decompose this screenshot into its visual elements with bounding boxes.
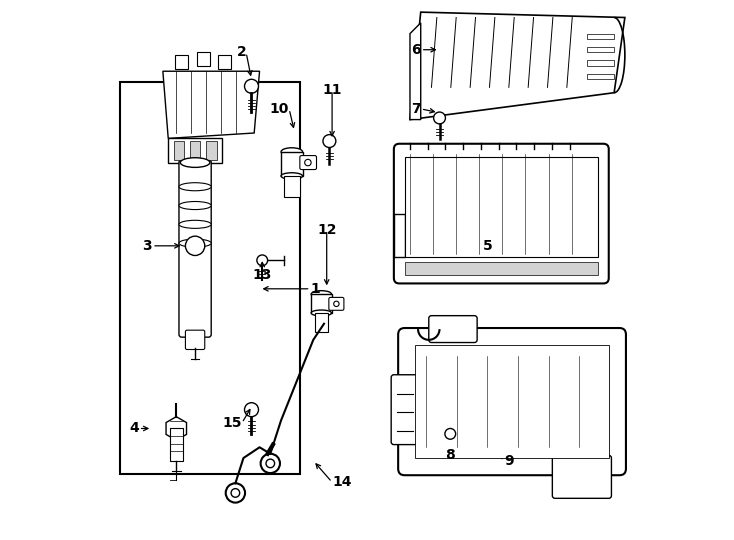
- Bar: [315, 313, 328, 332]
- Bar: [218, 55, 231, 69]
- FancyBboxPatch shape: [429, 316, 477, 342]
- Text: 2: 2: [236, 45, 246, 59]
- Circle shape: [305, 159, 311, 166]
- Ellipse shape: [179, 220, 211, 228]
- FancyBboxPatch shape: [398, 328, 626, 475]
- Ellipse shape: [281, 173, 302, 179]
- Circle shape: [323, 134, 336, 147]
- Bar: [175, 55, 188, 69]
- Bar: [206, 141, 217, 160]
- Bar: [197, 52, 210, 66]
- Polygon shape: [410, 23, 421, 119]
- Circle shape: [266, 459, 275, 468]
- FancyBboxPatch shape: [391, 375, 418, 444]
- Bar: [281, 152, 302, 176]
- Circle shape: [257, 255, 268, 266]
- Bar: [404, 262, 598, 275]
- Bar: [404, 157, 598, 256]
- Bar: [120, 82, 300, 474]
- Bar: [174, 141, 184, 160]
- Bar: [170, 428, 183, 461]
- Polygon shape: [163, 71, 260, 138]
- Ellipse shape: [311, 291, 332, 298]
- Text: 12: 12: [317, 222, 336, 237]
- Bar: [311, 294, 332, 313]
- FancyBboxPatch shape: [394, 144, 608, 284]
- Circle shape: [186, 236, 205, 255]
- Text: 15: 15: [222, 416, 241, 430]
- Bar: [189, 141, 200, 160]
- Text: 6: 6: [411, 43, 421, 57]
- Circle shape: [334, 301, 339, 307]
- Text: 9: 9: [504, 454, 514, 468]
- Text: 10: 10: [269, 102, 289, 116]
- Text: 13: 13: [252, 268, 272, 282]
- Text: 3: 3: [142, 239, 152, 253]
- Polygon shape: [410, 12, 625, 119]
- Text: 7: 7: [411, 102, 421, 116]
- Text: 8: 8: [446, 448, 455, 462]
- FancyBboxPatch shape: [329, 298, 344, 310]
- FancyBboxPatch shape: [179, 160, 211, 337]
- Bar: [394, 214, 404, 256]
- Circle shape: [244, 79, 258, 93]
- Text: 14: 14: [332, 475, 352, 489]
- Bar: [415, 345, 608, 458]
- Circle shape: [445, 428, 456, 439]
- Ellipse shape: [181, 158, 210, 167]
- Text: 1: 1: [310, 282, 320, 296]
- Ellipse shape: [179, 239, 211, 247]
- Bar: [587, 47, 614, 52]
- Bar: [284, 176, 300, 198]
- Text: 5: 5: [482, 239, 493, 253]
- Bar: [168, 138, 222, 163]
- Bar: [587, 60, 614, 66]
- Circle shape: [231, 489, 240, 497]
- Ellipse shape: [311, 310, 332, 316]
- Circle shape: [261, 454, 280, 473]
- Bar: [587, 33, 614, 39]
- Circle shape: [438, 422, 462, 446]
- Bar: [587, 74, 614, 79]
- Ellipse shape: [281, 148, 302, 156]
- Ellipse shape: [179, 183, 211, 191]
- Circle shape: [226, 483, 245, 503]
- Circle shape: [434, 112, 446, 124]
- Ellipse shape: [179, 201, 211, 210]
- FancyBboxPatch shape: [186, 330, 205, 349]
- Circle shape: [244, 403, 258, 417]
- FancyBboxPatch shape: [300, 156, 316, 170]
- Text: 11: 11: [322, 83, 342, 97]
- FancyBboxPatch shape: [553, 455, 611, 498]
- Text: 4: 4: [129, 422, 139, 435]
